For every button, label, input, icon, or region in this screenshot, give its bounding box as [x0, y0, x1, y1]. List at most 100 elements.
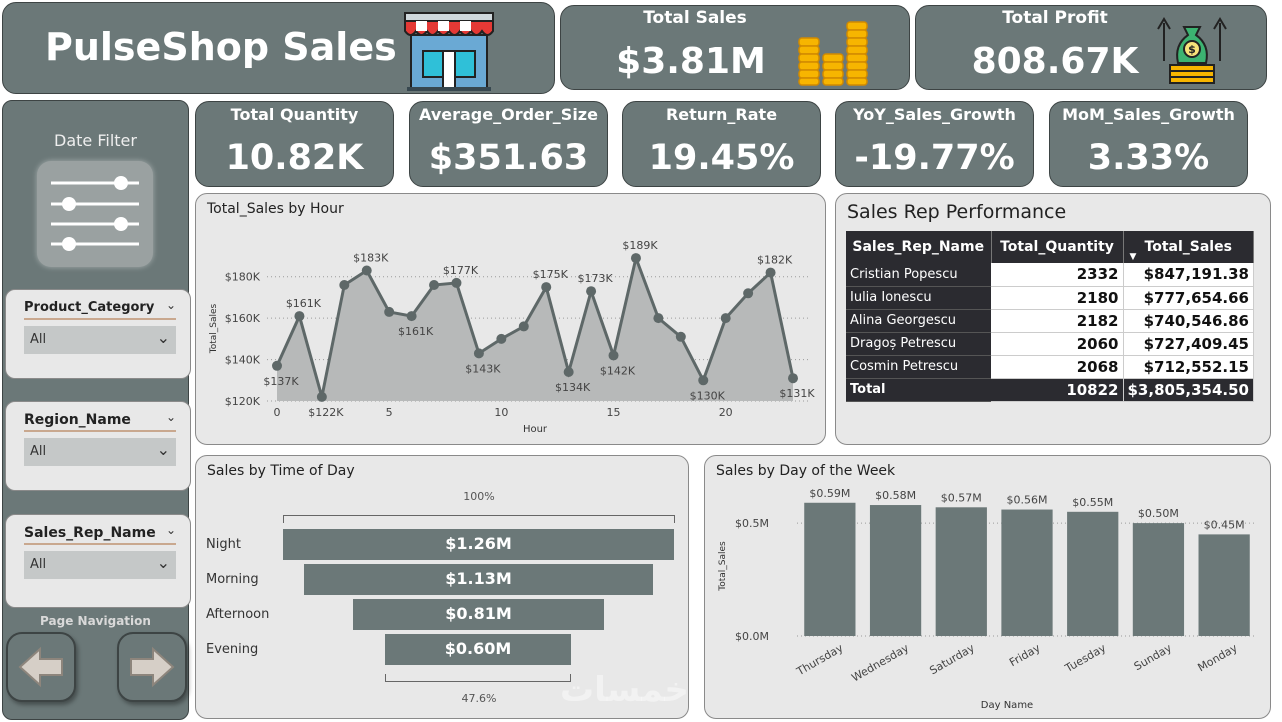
chevron-down-icon[interactable]: ⌄ [156, 440, 170, 459]
kpi-label: Total Sales [643, 8, 747, 28]
slicer-dropdown[interactable]: All ⌄ [24, 326, 176, 354]
y-axis-title: Total_Sales [209, 303, 219, 354]
data-point [586, 286, 597, 297]
data-label: $177K [443, 264, 479, 277]
sales-rep-table: Sales_Rep_Name Total_Quantity Total_Sale… [846, 231, 1254, 402]
rep-quantity: 2182 [991, 309, 1124, 333]
slicer-region-name[interactable]: Region_Name ⌄ All ⌄ [5, 401, 191, 491]
data-label: $131K [779, 387, 815, 400]
data-point [541, 282, 552, 293]
forward-button[interactable] [117, 632, 187, 702]
slicer-dropdown[interactable]: All ⌄ [24, 551, 176, 579]
data-label: $122K [308, 406, 344, 419]
slicer-product-category[interactable]: Product_Category ⌄ All ⌄ [5, 289, 191, 379]
bar [1067, 511, 1119, 636]
area-fill [277, 258, 793, 401]
x-tick-label: Saturday [927, 641, 977, 677]
data-point [563, 367, 574, 377]
slicer-underline [24, 543, 176, 545]
rep-sales: $727,409.45 [1123, 332, 1254, 356]
rep-quantity: 2180 [991, 286, 1124, 310]
data-label: $161K [398, 325, 434, 338]
kpi-value: $3.81M [616, 41, 766, 82]
bar [804, 502, 856, 636]
table-row[interactable]: Alina Georgescu 2182 $740,546.86 [846, 309, 1254, 333]
data-label: $0.58M [875, 489, 916, 502]
bar [1001, 509, 1053, 636]
table-row[interactable]: Cosmin Petrescu 2068 $712,552.15 [846, 355, 1254, 379]
storefront-icon [404, 12, 494, 91]
slicer-sales-rep-name[interactable]: Sales_Rep_Name ⌄ All ⌄ [5, 514, 191, 608]
chevron-down-icon[interactable]: ⌄ [156, 553, 170, 572]
column-header-label: Total_Sales [1144, 239, 1232, 255]
kpi-value: -19.77% [854, 138, 1015, 178]
total-sales-card: Total Sales $3.81M [560, 5, 910, 90]
table-row[interactable]: Cristian Popescu 2332 $847,191.38 [846, 263, 1254, 287]
x-tick-label: Friday [1007, 641, 1043, 669]
date-filter-button[interactable] [37, 161, 153, 267]
kpi-value: 10.82K [225, 138, 364, 178]
chevron-down-icon[interactable]: ⌄ [156, 328, 170, 347]
x-tick-label: Thursday [794, 641, 846, 679]
y-axis-title: Total_Sales [718, 541, 728, 592]
funnel-bar[interactable]: $0.81M [353, 599, 604, 630]
funnel-bottom-percent: 47.6% [461, 692, 497, 705]
column-header-sorted[interactable]: Total_Sales ▼ [1123, 231, 1254, 263]
slicer-dropdown[interactable]: All ⌄ [24, 438, 176, 466]
kpi-label: Total Quantity [230, 105, 359, 124]
data-point [653, 313, 664, 324]
x-tick-label: 10 [494, 406, 508, 419]
kpi-value: 3.33% [1087, 138, 1210, 178]
svg-text:$: $ [1188, 43, 1196, 56]
bar [1132, 523, 1185, 636]
x-tick-label: 5 [386, 406, 393, 419]
rep-quantity: 2332 [991, 263, 1124, 287]
table-total-row: Total 10822 $3,805,354.50 [846, 378, 1254, 402]
bar [935, 507, 987, 636]
data-label: $183K [353, 252, 389, 265]
date-filter-label: Date Filter [54, 131, 137, 150]
rep-quantity: 2060 [991, 332, 1124, 356]
x-axis-title: Hour [523, 424, 548, 435]
chevron-down-icon[interactable]: ⌄ [165, 410, 176, 424]
x-tick-label: 15 [607, 406, 621, 419]
funnel-bar[interactable]: $1.13M [304, 564, 653, 595]
rep-quantity: 2068 [991, 355, 1124, 379]
sliders-icon [51, 176, 139, 251]
data-point [451, 277, 462, 288]
y-tick-label: $120K [225, 395, 261, 408]
total-profit-card: Total Profit 808.67K $ [915, 5, 1267, 90]
rep-name: Dragoș Petrescu [846, 332, 991, 356]
data-label: $0.59M [809, 487, 850, 500]
data-point [698, 375, 709, 386]
rep-name: Iulia Ionescu [846, 286, 991, 310]
data-point [429, 280, 440, 290]
data-label: $173K [577, 272, 613, 285]
back-button[interactable] [6, 632, 76, 702]
total-quantity: 10822 [991, 378, 1124, 402]
slicer-label: Region_Name [24, 412, 131, 428]
table-row[interactable]: Iulia Ionescu 2180 $777,654.66 [846, 286, 1254, 310]
data-label: $134K [555, 381, 591, 394]
bar [1198, 534, 1250, 636]
rep-name: Cristian Popescu [846, 263, 991, 287]
filter-sidebar: Date Filter Product_Category ⌄ All ⌄ Reg… [2, 100, 191, 720]
sales-rep-panel: Sales Rep Performance Sales_Rep_Name Tot… [835, 193, 1271, 445]
funnel-bar[interactable]: $1.26M [283, 529, 674, 560]
column-header[interactable]: Total_Quantity [991, 231, 1124, 263]
total-sales: $3,805,354.50 [1123, 378, 1254, 402]
rep-sales: $847,191.38 [1123, 263, 1254, 287]
column-header[interactable]: Sales_Rep_Name [846, 231, 992, 263]
chevron-down-icon[interactable]: ⌄ [165, 523, 176, 537]
sales-by-day-chart[interactable]: $0.0M $0.5M Total_Sales $0.59M Thursday $0.58… [705, 456, 1272, 720]
chevron-down-icon[interactable]: ⌄ [165, 298, 176, 312]
slicer-underline [24, 318, 176, 320]
data-label: $0.57M [941, 491, 982, 504]
data-point [630, 253, 641, 264]
kpi-label: Total Profit [1002, 8, 1108, 28]
y-tick-label: $140K [225, 354, 261, 367]
funnel-bar[interactable]: $0.60M [385, 634, 571, 665]
rep-sales: $740,546.86 [1123, 309, 1254, 333]
table-row[interactable]: Dragoș Petrescu 2060 $727,409.45 [846, 332, 1254, 356]
